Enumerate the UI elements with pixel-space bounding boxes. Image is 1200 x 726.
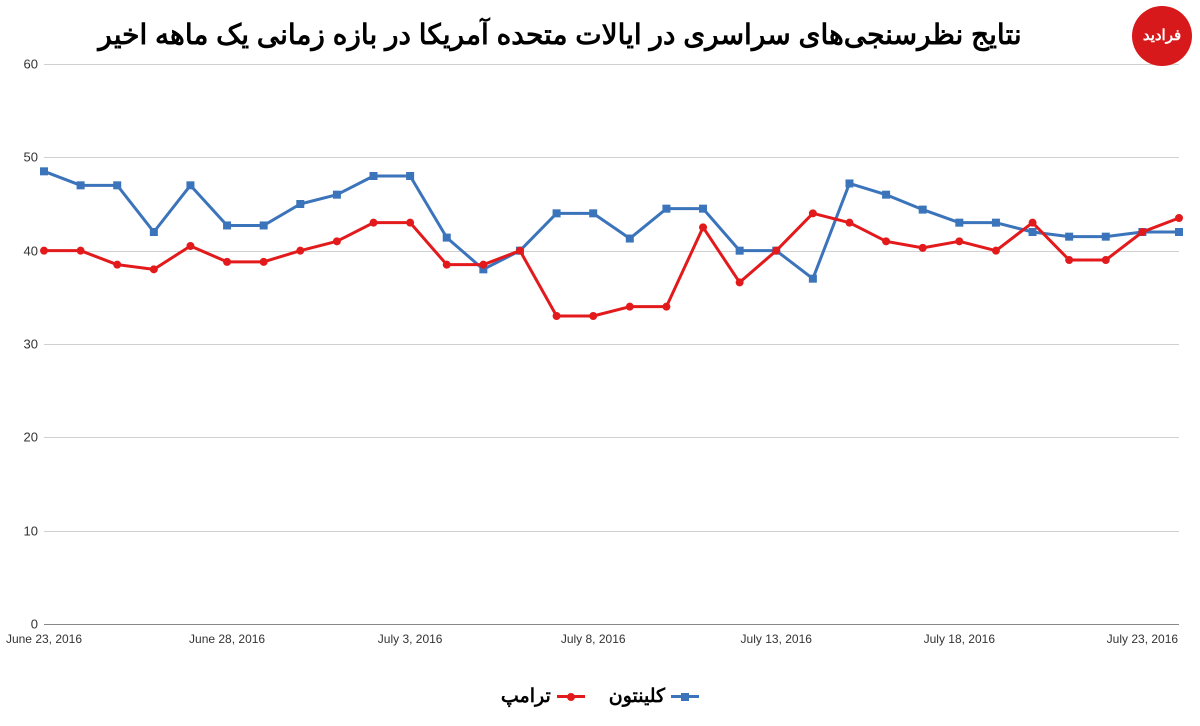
chart-lines	[44, 64, 1179, 624]
series-marker	[443, 234, 450, 241]
series-marker	[1102, 233, 1109, 240]
series-marker	[77, 182, 84, 189]
series-line	[44, 171, 1179, 278]
series-marker	[333, 191, 340, 198]
chart-title: نتایج نظرسنجی‌های سراسری در ایالات متحده…	[0, 18, 1120, 51]
series-marker	[626, 235, 633, 242]
series-marker	[919, 206, 926, 213]
x-tick-label: June 28, 2016	[189, 632, 265, 646]
x-tick-label: July 13, 2016	[741, 632, 812, 646]
series-marker	[41, 168, 48, 175]
legend-label: کلینتون	[609, 685, 665, 708]
y-tick-label: 40	[10, 243, 38, 258]
series-marker	[333, 238, 340, 245]
series-marker	[883, 191, 890, 198]
series-marker	[224, 258, 231, 265]
series-marker	[370, 173, 377, 180]
series-marker	[516, 247, 523, 254]
series-marker	[809, 210, 816, 217]
x-tick-label: July 18, 2016	[924, 632, 995, 646]
series-marker	[590, 210, 597, 217]
series-marker	[700, 224, 707, 231]
series-marker	[736, 247, 743, 254]
series-marker	[773, 247, 780, 254]
series-marker	[663, 205, 670, 212]
series-marker	[919, 244, 926, 251]
brand-logo: فرادید	[1132, 6, 1192, 66]
series-marker	[846, 180, 853, 187]
chart-container: فرادید نتایج نظرسنجی‌های سراسری در ایالا…	[0, 0, 1200, 726]
legend-swatch	[557, 695, 585, 698]
series-marker	[992, 247, 999, 254]
series-marker	[663, 303, 670, 310]
legend: کلینتون ترامپ	[0, 682, 1200, 708]
series-marker	[883, 238, 890, 245]
series-marker	[553, 210, 560, 217]
series-marker	[590, 313, 597, 320]
x-tick-label: June 23, 2016	[6, 632, 82, 646]
series-marker	[1066, 257, 1073, 264]
series-marker	[736, 279, 743, 286]
x-tick-label: July 3, 2016	[378, 632, 443, 646]
series-marker	[1066, 233, 1073, 240]
legend-swatch	[671, 695, 699, 698]
series-marker	[443, 261, 450, 268]
series-marker	[370, 219, 377, 226]
legend-item: کلینتون	[609, 685, 699, 708]
series-marker	[187, 182, 194, 189]
circle-icon	[567, 693, 575, 701]
series-marker	[1102, 257, 1109, 264]
series-marker	[553, 313, 560, 320]
x-tick-label: July 8, 2016	[561, 632, 626, 646]
series-marker	[700, 205, 707, 212]
y-tick-label: 60	[10, 57, 38, 72]
series-marker	[114, 261, 121, 268]
series-marker	[956, 238, 963, 245]
series-marker	[260, 222, 267, 229]
series-marker	[1176, 229, 1183, 236]
y-tick-label: 50	[10, 150, 38, 165]
series-marker	[150, 266, 157, 273]
series-marker	[224, 222, 231, 229]
series-marker	[626, 303, 633, 310]
series-marker	[187, 243, 194, 250]
legend-item: ترامپ	[501, 685, 585, 708]
series-marker	[846, 219, 853, 226]
series-marker	[1139, 229, 1146, 236]
y-tick-label: 30	[10, 337, 38, 352]
series-marker	[956, 219, 963, 226]
series-marker	[41, 247, 48, 254]
series-marker	[297, 201, 304, 208]
brand-logo-text: فرادید	[1143, 28, 1181, 45]
series-marker	[297, 247, 304, 254]
x-tick-label: July 23, 2016	[1107, 632, 1178, 646]
square-icon	[681, 693, 689, 701]
series-marker	[407, 173, 414, 180]
series-marker	[150, 229, 157, 236]
series-marker	[480, 261, 487, 268]
series-marker	[1176, 215, 1183, 222]
y-tick-label: 10	[10, 523, 38, 538]
series-marker	[260, 258, 267, 265]
plot-area: 0102030405060June 23, 2016June 28, 2016J…	[44, 64, 1179, 624]
series-marker	[809, 275, 816, 282]
series-marker	[1029, 219, 1036, 226]
y-tick-label: 20	[10, 430, 38, 445]
series-marker	[1029, 229, 1036, 236]
legend-label: ترامپ	[501, 685, 551, 708]
series-marker	[992, 219, 999, 226]
gridline	[44, 624, 1179, 625]
series-marker	[114, 182, 121, 189]
series-marker	[407, 219, 414, 226]
y-tick-label: 0	[10, 617, 38, 632]
series-line	[44, 213, 1179, 316]
series-marker	[77, 247, 84, 254]
